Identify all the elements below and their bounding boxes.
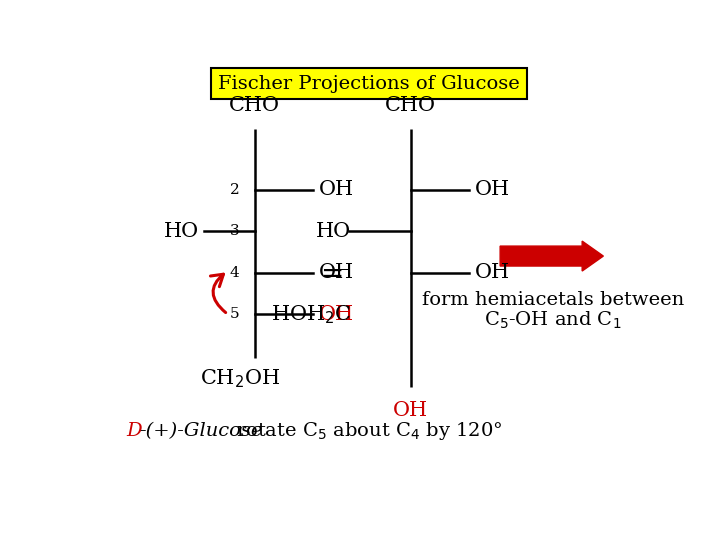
Text: OH: OH bbox=[393, 401, 428, 420]
FancyArrowPatch shape bbox=[210, 274, 225, 313]
Text: =: = bbox=[321, 261, 344, 288]
Text: OH: OH bbox=[319, 180, 354, 199]
Text: 5: 5 bbox=[230, 307, 240, 321]
Text: CH$_2$OH: CH$_2$OH bbox=[200, 367, 281, 390]
Text: OH: OH bbox=[475, 180, 510, 199]
Text: rotate C$_5$ about C$_4$ by 120°: rotate C$_5$ about C$_4$ by 120° bbox=[235, 420, 503, 442]
Text: form hemiacetals between: form hemiacetals between bbox=[422, 291, 684, 309]
Text: OH: OH bbox=[475, 263, 510, 282]
Text: C$_5$-OH and C$_1$: C$_5$-OH and C$_1$ bbox=[485, 310, 622, 331]
Text: OH: OH bbox=[319, 263, 354, 282]
Text: OH: OH bbox=[319, 305, 354, 324]
Text: 3: 3 bbox=[230, 224, 240, 238]
Text: CHO: CHO bbox=[385, 96, 436, 114]
Text: Fischer Projections of Glucose: Fischer Projections of Glucose bbox=[218, 75, 520, 92]
Text: 4: 4 bbox=[230, 266, 240, 280]
Text: -(+)-Glucose: -(+)-Glucose bbox=[139, 422, 263, 440]
Text: D: D bbox=[126, 422, 142, 440]
Text: 2: 2 bbox=[230, 183, 240, 197]
Text: HO: HO bbox=[315, 221, 351, 241]
Text: HOH$_2$C: HOH$_2$C bbox=[271, 303, 351, 326]
FancyArrow shape bbox=[500, 241, 603, 271]
Text: CHO: CHO bbox=[229, 96, 280, 114]
Text: HO: HO bbox=[163, 221, 199, 241]
